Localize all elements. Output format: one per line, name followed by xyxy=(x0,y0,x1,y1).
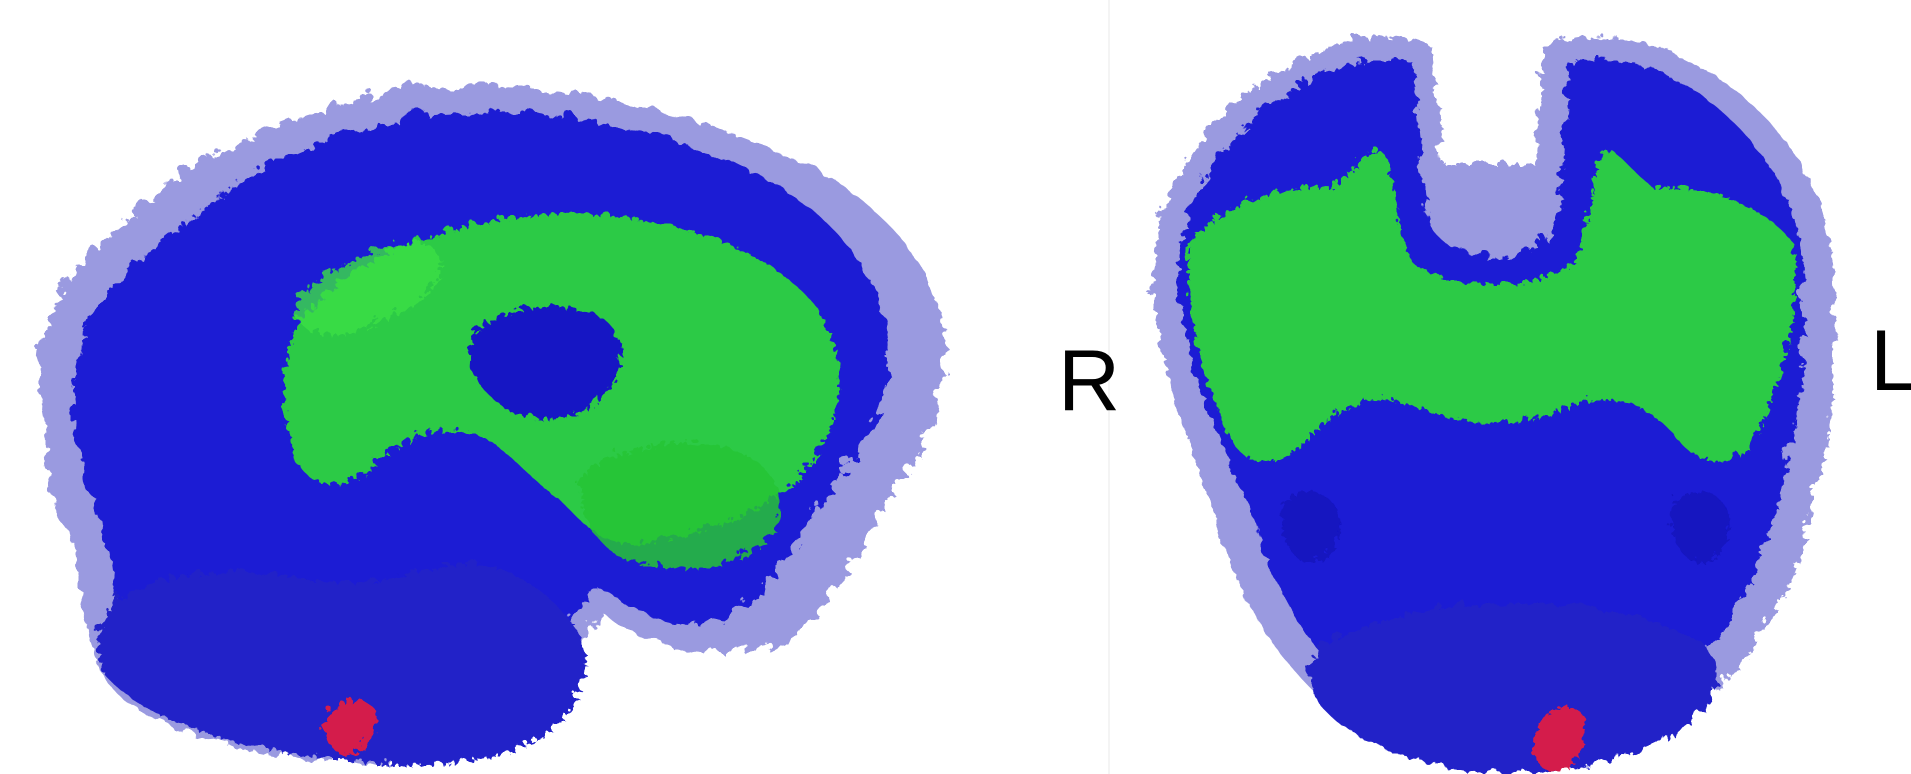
cerebellum-mass xyxy=(1305,600,1715,770)
lesion xyxy=(320,697,374,752)
orientation-label-left: L xyxy=(1870,313,1911,409)
lesion xyxy=(1530,703,1583,769)
sagittal-brain-render xyxy=(34,83,942,762)
coronal-brain-render xyxy=(1110,0,1911,774)
green-tracts-lower xyxy=(577,439,778,565)
green-tracts-anterior xyxy=(293,240,439,331)
sagittal-brain-image xyxy=(34,83,942,762)
orientation-label-right: R xyxy=(1058,333,1121,429)
green-tracts xyxy=(1184,147,1793,459)
panel-divider xyxy=(1108,0,1110,774)
coronal-brain-image xyxy=(1149,32,1832,770)
cerebellum-mass xyxy=(94,560,582,762)
